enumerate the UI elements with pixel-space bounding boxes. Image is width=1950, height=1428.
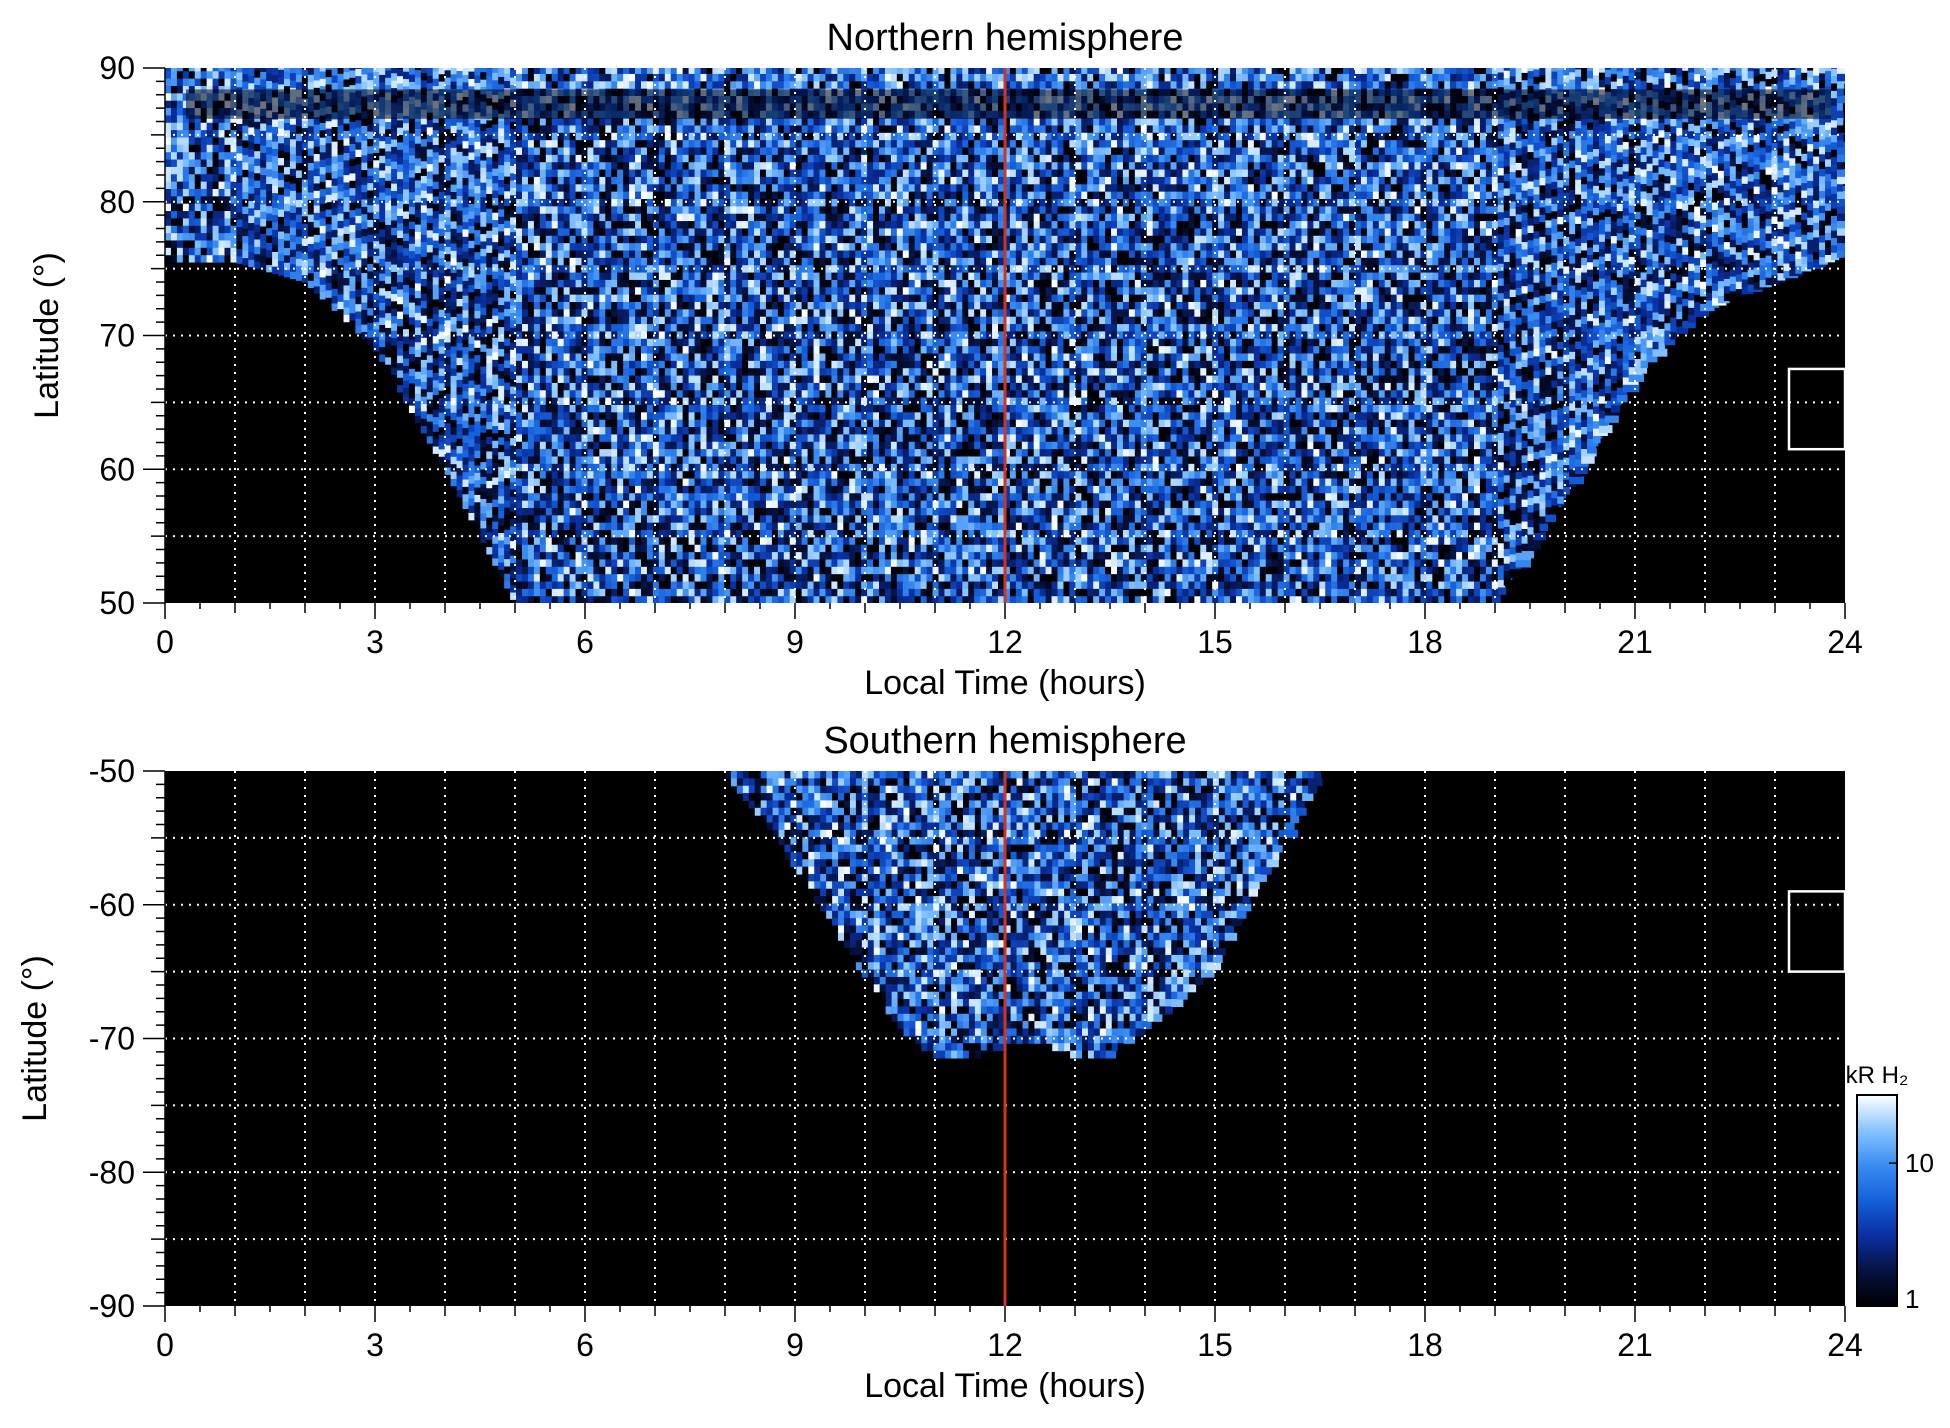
- y-axis-label: Latitude (°): [16, 955, 54, 1122]
- y-tick-label: -70: [89, 1021, 135, 1057]
- y-tick-label: -90: [89, 1288, 135, 1324]
- y-tick-label: -60: [89, 887, 135, 923]
- y-tick-label: -50: [89, 753, 135, 789]
- x-tick-label: 0: [156, 1327, 174, 1363]
- x-axis-label: Local Time (hours): [864, 1367, 1146, 1405]
- colorbar-tick-label: 1: [1905, 1284, 1919, 1314]
- y-tick-label: 90: [99, 50, 135, 86]
- y-axis-label: Latitude (°): [28, 252, 66, 419]
- x-tick-label: 9: [786, 1327, 804, 1363]
- y-tick-label: 60: [99, 451, 135, 487]
- x-tick-label: 12: [987, 624, 1023, 660]
- x-tick-label: 9: [786, 624, 804, 660]
- x-tick-label: 24: [1827, 1327, 1863, 1363]
- x-tick-label: 6: [576, 624, 594, 660]
- x-tick-label: 12: [987, 1327, 1023, 1363]
- chart-title: Southern hemisphere: [823, 720, 1186, 762]
- x-tick-label: 0: [156, 624, 174, 660]
- y-tick-label: 80: [99, 184, 135, 220]
- y-tick-label: 70: [99, 318, 135, 354]
- panel-south: -90 -80 -70 -60 -50 0 3 6 9 12 15 18 21 24 Southern he…: [16, 720, 1863, 1405]
- x-tick-label: 18: [1407, 1327, 1443, 1363]
- y-tick-label: -80: [89, 1154, 135, 1190]
- colorbar-tick-label: 10: [1905, 1148, 1934, 1178]
- colorbar: 1 10 kR H₂: [1846, 1062, 1934, 1314]
- y-tick-label: 50: [99, 585, 135, 621]
- panel-north: 50 60 70 80 90 0 3 6 9 12 15 18 21 24 Northern hemisph…: [28, 17, 1863, 702]
- x-tick-label: 3: [366, 1327, 384, 1363]
- chart-title: Northern hemisphere: [827, 17, 1184, 59]
- x-axis-label: Local Time (hours): [864, 664, 1146, 702]
- x-tick-label: 18: [1407, 624, 1443, 660]
- x-tick-label: 21: [1617, 624, 1653, 660]
- x-tick-label: 3: [366, 624, 384, 660]
- x-tick-label: 21: [1617, 1327, 1653, 1363]
- colorbar-unit-label: kR H₂: [1846, 1062, 1909, 1089]
- x-tick-label: 15: [1197, 1327, 1233, 1363]
- x-tick-label: 24: [1827, 624, 1863, 660]
- colorbar-gradient: [1857, 1095, 1897, 1306]
- x-tick-label: 15: [1197, 624, 1233, 660]
- x-tick-label: 6: [576, 1327, 594, 1363]
